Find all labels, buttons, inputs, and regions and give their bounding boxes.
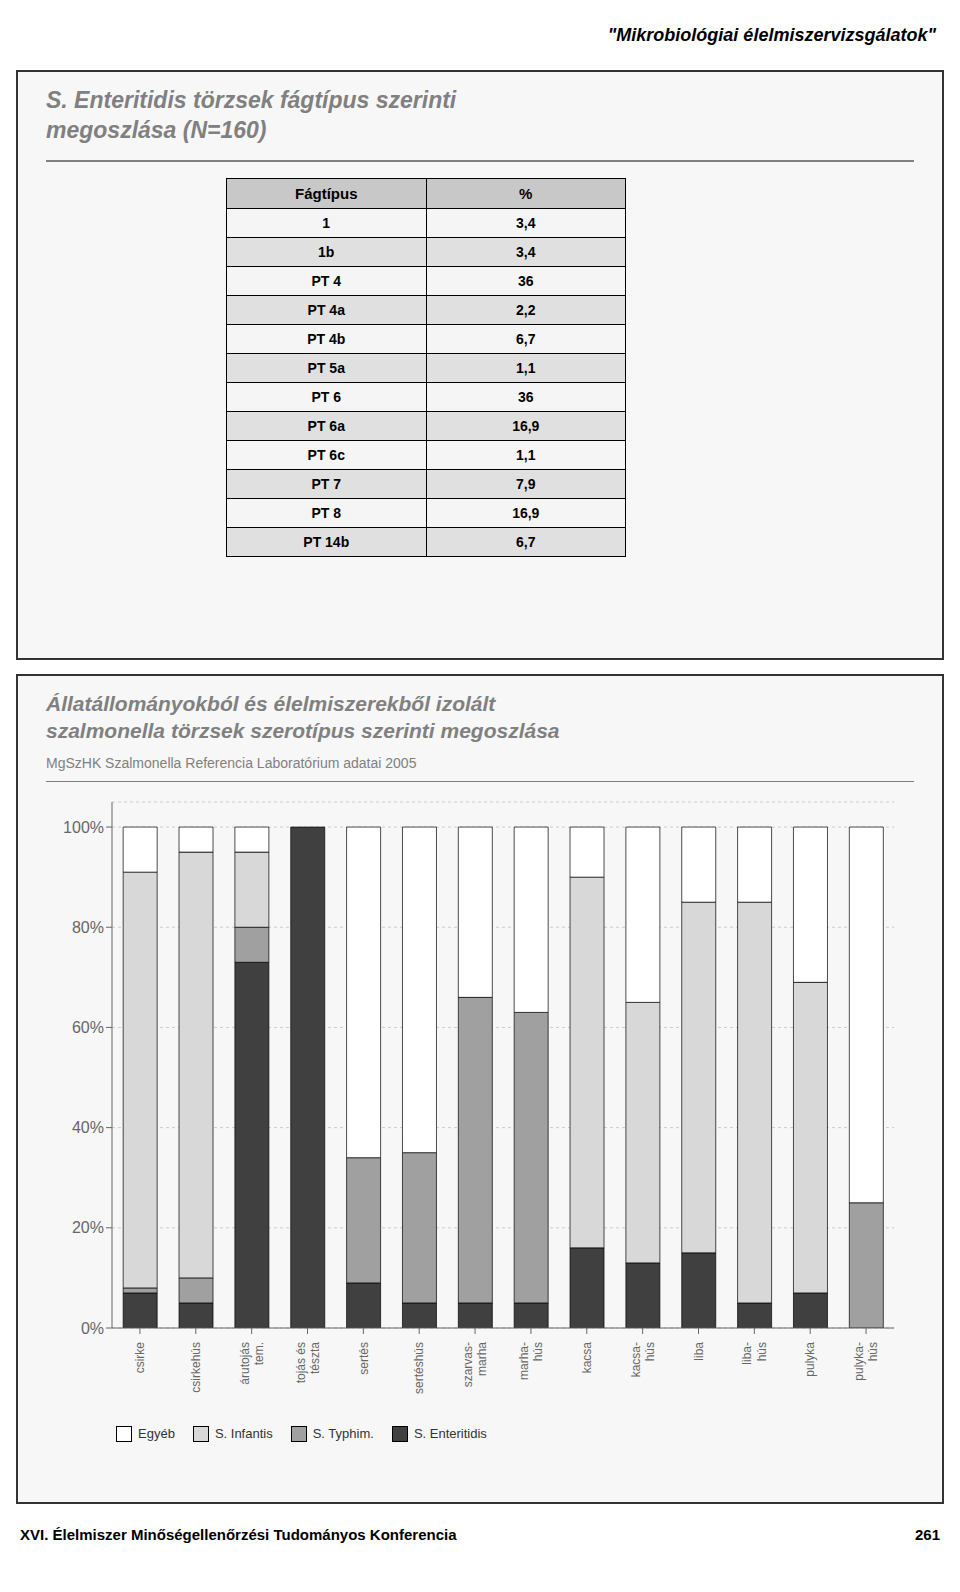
html-text:PT 4a: PT 4a	[307, 301, 345, 318]
svg-text:60%: 60%	[72, 1019, 104, 1036]
html-text:"Mikrobiológiai élelmiszervizs: "Mikrobiológiai élelmiszervizsgálatok"	[607, 24, 936, 45]
html-text:S. Enteritidis törzsek fágtípu: S. Enteritidis törzsek fágtípus szerinti…	[46, 87, 457, 143]
html-text:PT 8: PT 8	[311, 504, 341, 521]
svg-text:pulyka: pulyka	[803, 1341, 817, 1376]
html-text:1,1: 1,1	[516, 359, 536, 376]
svg-text:tojás éstészta: tojás éstészta	[294, 1341, 322, 1383]
svg-text:csirke: csirke	[133, 1341, 147, 1373]
html-text:1,1: 1,1	[516, 446, 536, 463]
html-text:16,9: 16,9	[512, 504, 540, 521]
html-text:36: 36	[518, 272, 534, 289]
html-text:PT 6a: PT 6a	[307, 417, 345, 434]
svg-text:marha-hús: marha-hús	[517, 1342, 545, 1380]
svg-text:kacsa-hús: kacsa-hús	[629, 1342, 657, 1377]
html-text:Fágtípus: Fágtípus	[295, 184, 358, 202]
svg-text:kacsa: kacsa	[580, 1341, 594, 1373]
html-text:36: 36	[518, 388, 534, 405]
html-text:6,7: 6,7	[516, 533, 536, 550]
svg-text:sertéshús: sertéshús	[412, 1342, 426, 1394]
html-text:PT 14b: PT 14b	[303, 533, 350, 550]
svg-text:20%: 20%	[72, 1219, 104, 1236]
html-text:PT 7: PT 7	[311, 475, 341, 492]
svg-text:100%: 100%	[63, 818, 104, 835]
html-text:7,9: 7,9	[516, 475, 536, 492]
html-text:PT 6c: PT 6c	[307, 446, 345, 463]
svg-text:liba: liba	[692, 1341, 706, 1360]
html-text:Egyéb: Egyéb	[138, 1426, 175, 1442]
html-text:PT 4: PT 4	[311, 272, 341, 289]
html-text:XVI. Élelmiszer Minőségellenőr: XVI. Élelmiszer Minőségellenőrzési Tudom…	[20, 1525, 457, 1543]
html-text:3,4: 3,4	[516, 214, 536, 231]
html-text:1b: 1b	[318, 243, 335, 260]
svg-text:pulyka-hús: pulyka-hús	[852, 1342, 880, 1381]
svg-text:40%: 40%	[72, 1119, 104, 1136]
html-text:PT 6: PT 6	[311, 388, 341, 405]
html-text:S. Typhim.: S. Typhim.	[312, 1426, 374, 1442]
html-text:1: 1	[322, 214, 331, 231]
html-text:3,4: 3,4	[516, 243, 536, 260]
svg-text:árutojástem.: árutojástem.	[238, 1342, 266, 1385]
html-text:6,7: 6,7	[516, 330, 536, 347]
html-text:PT 5a: PT 5a	[307, 359, 345, 376]
html-text:MgSzHK Szalmonella Referencia: MgSzHK Szalmonella Referencia Laboratóri…	[46, 754, 417, 771]
svg-text:szarvas-marha: szarvas-marha	[461, 1341, 489, 1387]
html-text:2,2: 2,2	[516, 301, 536, 318]
html-text:PT 4b: PT 4b	[307, 330, 346, 347]
svg-text:sertés: sertés	[357, 1342, 371, 1375]
svg-text:0%: 0%	[81, 1319, 104, 1336]
html-text:S. Infantis: S. Infantis	[214, 1426, 273, 1442]
html-text:S. Enteritidis: S. Enteritidis	[413, 1426, 487, 1442]
html-text:261: 261	[915, 1525, 940, 1543]
html-text:16,9: 16,9	[512, 417, 540, 434]
svg-text:csirkehús: csirkehús	[189, 1342, 203, 1393]
svg-text:liba-hús: liba-hús	[740, 1342, 768, 1365]
svg-text:80%: 80%	[72, 919, 104, 936]
html-text:Állatállományokból és élelmisz: Állatállományokból és élelmiszerekből iz…	[46, 692, 560, 743]
